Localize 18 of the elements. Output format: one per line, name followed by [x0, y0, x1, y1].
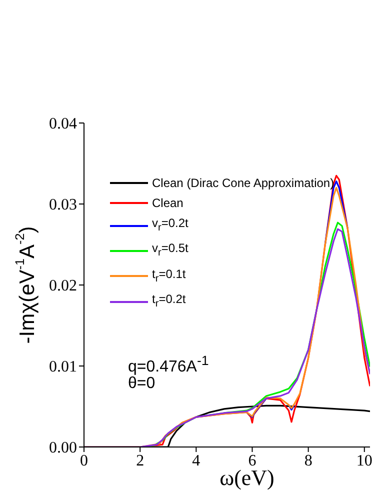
x-tick-label: 0 [80, 452, 88, 470]
legend-label: v$_{r}$=0.2t [152, 215, 188, 236]
legend-label: v$_{r}$=0.5t [152, 240, 188, 261]
legend-label: t$_{r}$=0.1t [152, 266, 186, 286]
y-tick-label: 0.02 [49, 278, 77, 295]
x-tick-label: 10 [356, 452, 372, 470]
legend-label: Clean [152, 195, 184, 212]
x-tick-label: 8 [304, 452, 312, 470]
legend-label: t$_{r}$=0.2t [152, 291, 186, 312]
legend-label: Clean (Dirac Cone Approximation) [152, 175, 334, 192]
y-tick-label: 0.04 [49, 116, 77, 133]
annotation: θ=0 [128, 375, 156, 393]
annotation: q=0.476A$^{-1}$ [128, 353, 209, 376]
y-tick-label: 0.00 [49, 440, 77, 457]
x-tick-label: 4 [192, 452, 200, 470]
y-tick-label: 0.03 [49, 196, 77, 214]
x-tick-label: 2 [136, 452, 144, 470]
y-tick-label: 0.01 [49, 358, 77, 376]
